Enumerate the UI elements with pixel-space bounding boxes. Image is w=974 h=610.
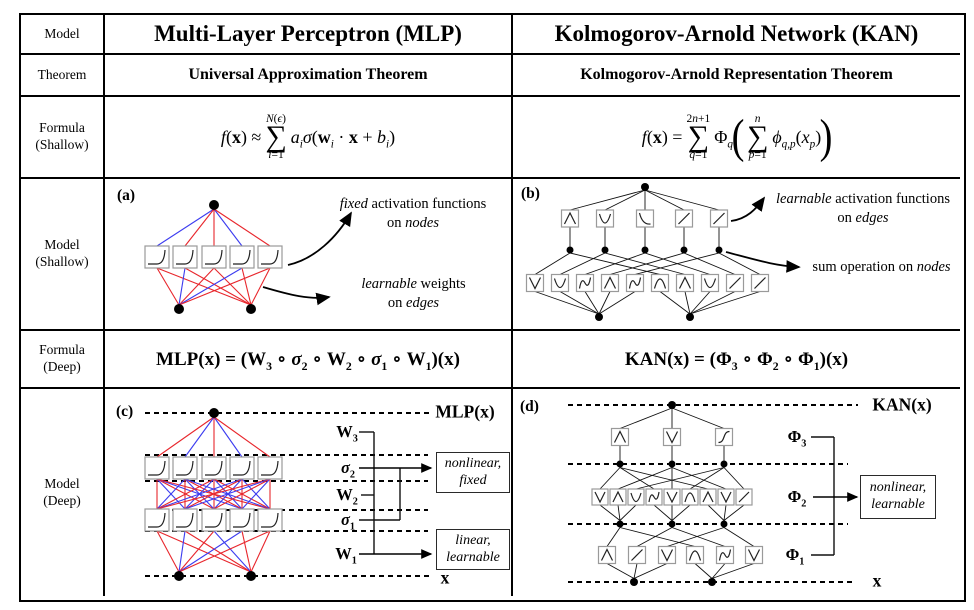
row-label-text: Model <box>44 25 80 41</box>
layer-label-sigma2: σ2 <box>340 458 356 481</box>
mlp-title-cell: Multi-Layer Perceptron (MLP) <box>105 15 513 55</box>
linear-learnable-box: linear, learnable <box>436 529 510 570</box>
mlp-shallow-network-diagram <box>144 200 352 314</box>
mlp-theorem: Universal Approximation Theorem <box>188 66 428 83</box>
row-label-model-shallow: Model (Shallow) <box>21 179 105 331</box>
comparison-table: Model Multi-Layer Perceptron (MLP) Kolmo… <box>19 13 966 602</box>
formula-inner: ϕq,p(xp) <box>772 126 822 151</box>
row-label-text: (Deep) <box>43 492 81 508</box>
nonlinear-fixed-box: nonlinear, fixed <box>436 452 510 493</box>
mlp-deep-diagram-cell: (c) MLP(x) W3 σ2 W2 σ1 W1 x nonlinear, f… <box>105 389 513 596</box>
layer-label-phi1: Φ1 <box>785 545 805 568</box>
kan-theorem-cell: Kolmogorov-Arnold Representation Theorem <box>513 55 960 97</box>
annotation-line: on edges <box>837 209 889 226</box>
row-label-model-deep: Model (Deep) <box>21 389 105 596</box>
box-line: linear, <box>455 532 491 548</box>
annotation-line: learnable weights <box>361 276 466 292</box>
formula-lhs: f(x) = <box>641 126 683 147</box>
row-label-text: Formula <box>39 342 85 358</box>
box-line: fixed <box>459 472 487 488</box>
sum-symbol-inner: n ∑ p=1 <box>746 112 769 161</box>
row-label-theorem: Theorem <box>21 55 105 97</box>
box-line: learnable <box>446 549 500 565</box>
kan-deep-diagram-cell: (d) KAN(x) Φ3 Φ2 Φ1 x nonlinear, learnab… <box>513 389 960 596</box>
annotation-line: on nodes <box>387 214 439 231</box>
kan-theorem: Kolmogorov-Arnold Representation Theorem <box>580 66 893 83</box>
mlp-shallow-formula: f(x) ≈ N(ϵ) ∑ i=1 aiσ(wi · x + bi) <box>105 97 513 179</box>
kan-deep-network-diagram <box>568 401 859 586</box>
row-label-text: Formula <box>39 120 85 136</box>
annotation-line: sum operation on nodes <box>812 259 951 275</box>
annotation-line: learnable activation functions <box>776 191 950 207</box>
layer-label-phi2: Φ2 <box>787 487 807 510</box>
box-line: nonlinear, <box>444 455 502 471</box>
panel-tag-a: (a) <box>117 187 136 204</box>
kan-shallow-diagram-cell: (b) learnable activation functions on ed… <box>513 179 960 331</box>
box-line: learnable <box>871 497 925 512</box>
annotation-line: fixed activation functions <box>339 196 487 212</box>
mlp-theorem-cell: Universal Approximation Theorem <box>105 55 513 97</box>
annotation-fixed-activations: fixed activation functions on nodes <box>316 195 510 232</box>
row-label-model: Model <box>21 15 105 55</box>
mlp-deep-network-diagram <box>144 408 433 581</box>
row-label-text: (Shallow) <box>35 254 89 269</box>
row-label-text: (Shallow) <box>35 137 89 152</box>
kan-deep-formula: KAN(x) = (Φ3 ∘ Φ2 ∘ Φ1)(x) <box>513 331 960 389</box>
mlp-output-label: MLP(x) <box>435 401 495 422</box>
layer-label-w2: W2 <box>336 485 358 508</box>
row-label-text: Theorem <box>37 66 87 82</box>
layer-label-w1: W1 <box>335 544 357 567</box>
formula-phi: Φq <box>714 126 733 151</box>
row-label-text: Model <box>44 475 80 491</box>
layer-label-phi3: Φ3 <box>787 427 807 450</box>
formula-lhs: f(x) ≈ <box>220 126 262 147</box>
formula-text: MLP(x) = (W3 ∘ σ2 ∘ W2 ∘ σ1 ∘ W1)(x) <box>156 348 460 373</box>
nonlinear-learnable-box: nonlinear, learnable <box>860 475 936 519</box>
formula-text: KAN(x) = (Φ3 ∘ Φ2 ∘ Φ1)(x) <box>624 348 849 373</box>
row-label-text: (Deep) <box>43 359 81 374</box>
box-line: nonlinear, <box>869 480 927 496</box>
kan-shallow-formula: f(x) = 2n+1 ∑ q=1 Φq ( n ∑ p=1 ϕq,p(xp) … <box>513 97 960 179</box>
row-label-formula-deep: Formula (Deep) <box>21 331 105 389</box>
annotation-learnable-activations: learnable activation functions on edges <box>765 190 961 227</box>
mlp-shallow-diagram-cell: (a) fixed activation functions on nodes … <box>105 179 513 331</box>
mlp-title: Multi-Layer Perceptron (MLP) <box>154 21 462 46</box>
annotation-line: on edges <box>387 294 440 311</box>
row-label-text: Model <box>44 237 80 253</box>
annotation-sum-operation: sum operation on nodes <box>803 258 960 277</box>
row-label-formula-shallow: Formula (Shallow) <box>21 97 105 179</box>
input-label-x: x <box>440 567 450 588</box>
kan-shallow-network-diagram <box>525 183 801 321</box>
panel-tag-d: (d) <box>520 398 539 415</box>
sum-symbol: N(ϵ) ∑ i=1 <box>265 112 287 161</box>
kan-title: Kolmogorov-Arnold Network (KAN) <box>554 21 919 46</box>
sum-symbol: 2n+1 ∑ q=1 <box>686 112 711 161</box>
panel-tag-c: (c) <box>116 403 134 420</box>
input-label-x: x <box>872 570 882 591</box>
layer-label-w3: W3 <box>336 422 358 445</box>
layer-label-sigma1: σ1 <box>340 510 356 533</box>
kan-output-label: KAN(x) <box>872 394 932 415</box>
mlp-deep-formula: MLP(x) = (W3 ∘ σ2 ∘ W2 ∘ σ1 ∘ W1)(x) <box>105 331 513 389</box>
kan-title-cell: Kolmogorov-Arnold Network (KAN) <box>513 15 960 55</box>
annotation-learnable-weights: learnable weights on edges <box>336 275 491 312</box>
formula-rhs: aiσ(wi · x + bi) <box>290 126 396 151</box>
panel-tag-b: (b) <box>521 185 540 202</box>
